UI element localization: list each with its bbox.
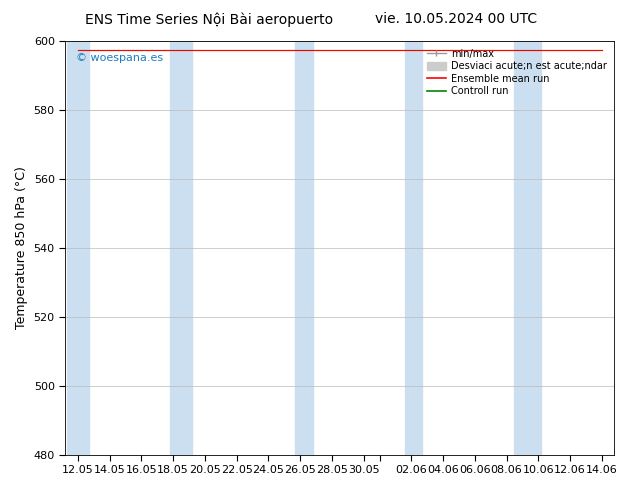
Bar <box>170 41 192 455</box>
Bar <box>67 41 89 455</box>
Legend: min/max, Desviaci acute;n est acute;ndar, Ensemble mean run, Controll run: min/max, Desviaci acute;n est acute;ndar… <box>424 46 610 99</box>
Text: vie. 10.05.2024 00 UTC: vie. 10.05.2024 00 UTC <box>375 12 538 26</box>
Bar <box>405 41 422 455</box>
Y-axis label: Temperature 850 hPa (°C): Temperature 850 hPa (°C) <box>15 167 28 329</box>
Bar <box>514 41 541 455</box>
Bar <box>295 41 313 455</box>
Text: © woespana.es: © woespana.es <box>76 53 164 64</box>
Text: ENS Time Series Nội Bài aeropuerto: ENS Time Series Nội Bài aeropuerto <box>85 12 333 27</box>
